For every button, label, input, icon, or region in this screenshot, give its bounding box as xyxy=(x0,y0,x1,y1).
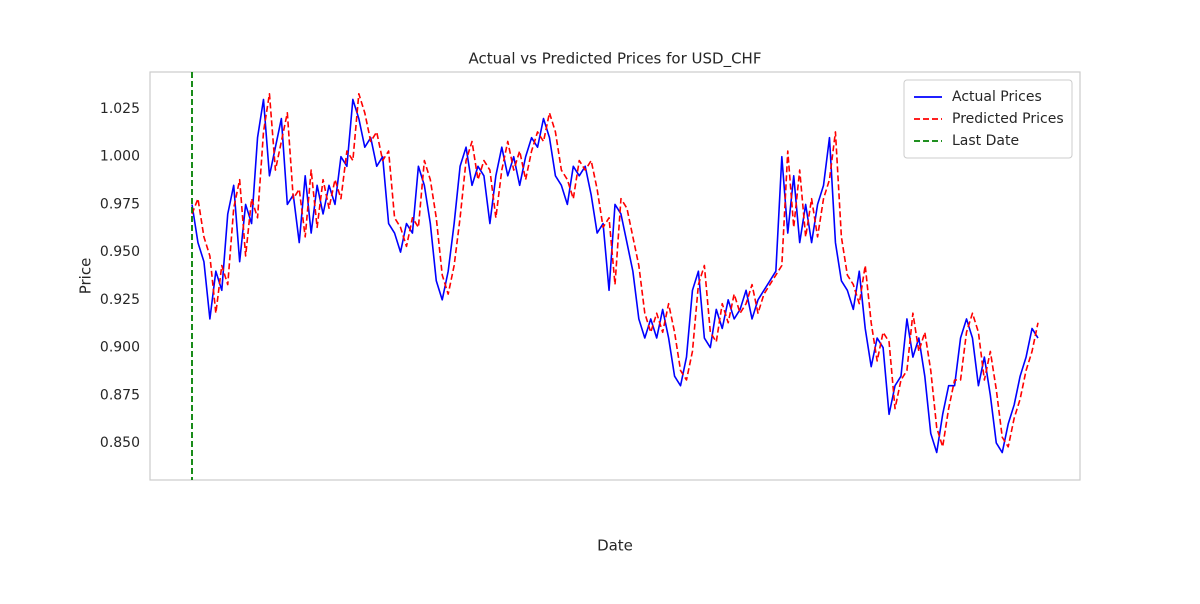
series-line xyxy=(191,98,1039,454)
y-tick-label: 0.900 xyxy=(100,340,140,356)
x-axis-label: Date xyxy=(597,537,633,555)
y-tick-label: 1.025 xyxy=(100,101,140,117)
y-tick-label: 0.950 xyxy=(100,244,140,260)
y-tick-label: 0.975 xyxy=(100,196,140,212)
legend-label: Last Date xyxy=(952,133,1019,149)
series-line xyxy=(191,92,1039,448)
y-tick-label: 1.000 xyxy=(100,149,140,165)
y-tick-label: 0.875 xyxy=(100,387,140,403)
y-tick-label: 0.850 xyxy=(100,435,140,451)
y-tick-label: 0.925 xyxy=(100,292,140,308)
chart-title: Actual vs Predicted Prices for USD_CHF xyxy=(469,50,762,69)
legend-label: Actual Prices xyxy=(952,89,1042,105)
legend-label: Predicted Prices xyxy=(952,111,1064,127)
plot-frame xyxy=(149,71,1081,481)
y-axis-label: Price xyxy=(77,258,95,295)
legend-box xyxy=(903,79,1073,159)
